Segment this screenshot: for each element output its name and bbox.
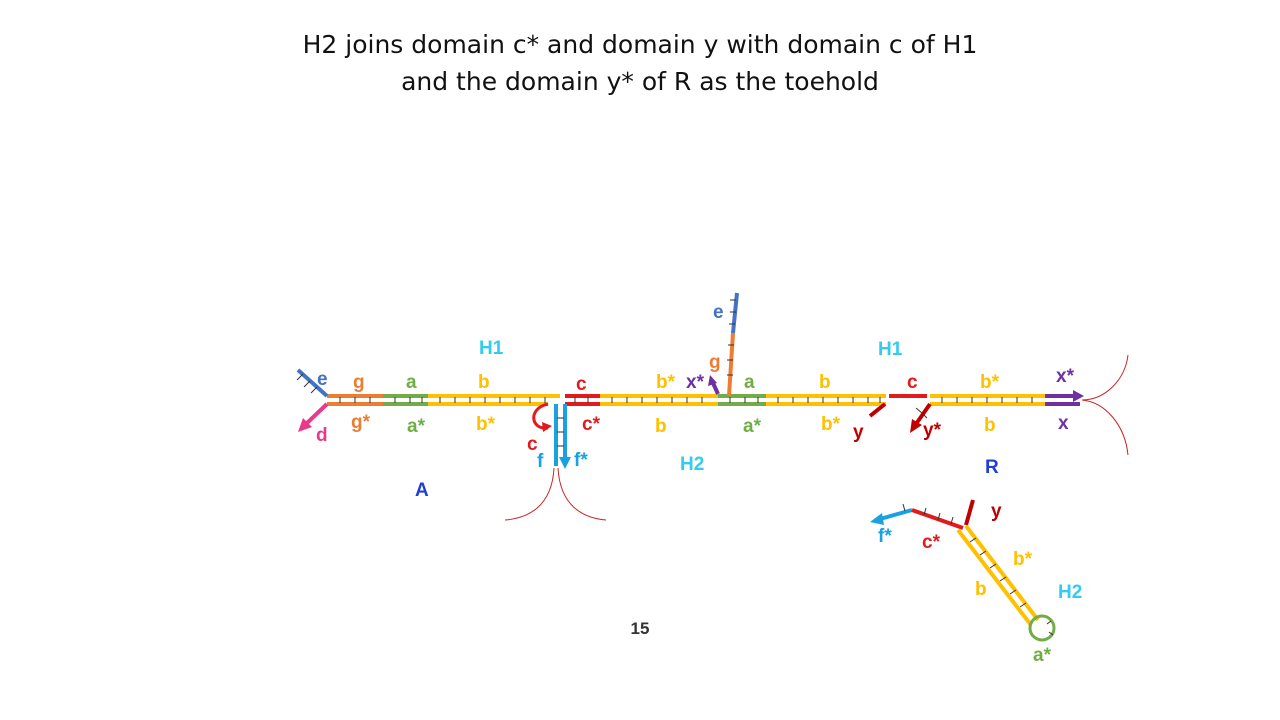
label-top-a-right: a (744, 372, 755, 393)
xs-small-arrowhead (708, 375, 717, 386)
domain-xs-small (711, 382, 720, 395)
domain-g-vertical (727, 332, 735, 397)
base-pair-ticks (339, 397, 1033, 403)
label-complex-a: A (415, 480, 429, 501)
label-h2r-b: b (975, 579, 987, 600)
main-top-strand (327, 390, 1084, 402)
label-bot-cs-left: c* (582, 414, 601, 435)
label-top-xs-right: x* (1056, 366, 1075, 387)
label-bot-fs: f* (574, 450, 588, 471)
label-h2-mid: H2 (680, 454, 704, 475)
h2-fs-arrowhead (870, 513, 884, 525)
label-bot-d: d (316, 425, 328, 446)
domain-d-arm (304, 402, 329, 426)
h2-domain-cs (911, 508, 964, 530)
label-top-a-left: a (406, 372, 417, 393)
label-h2r-fs: f* (878, 526, 892, 547)
label-top-bs-right: b* (980, 372, 1000, 393)
strand-curve-right (557, 467, 607, 521)
label-top-c-right: c (907, 372, 918, 393)
fs-arrowhead (559, 457, 571, 469)
ys-arrowhead (910, 419, 922, 433)
h2-domain-y (964, 499, 975, 526)
label-bot-b-right: b (984, 415, 996, 436)
label-top-bs-left: b* (656, 372, 676, 393)
label-bot-y: y (853, 422, 864, 443)
h2-domain-fs (879, 508, 913, 521)
label-h1-right: H1 (878, 339, 903, 360)
label-bot-gs: g* (351, 412, 371, 433)
label-bot-x: x (1058, 413, 1069, 434)
label-h2-right: H2 (1058, 582, 1082, 603)
domain-y-arm (868, 402, 887, 418)
label-top-c-left: c (576, 374, 587, 395)
label-bot-c-loop: c (527, 434, 538, 455)
h2-domain-b (956, 528, 1033, 627)
strand-curve-bottom-right (1081, 399, 1129, 456)
slide-title-line-2: and the domain y* of R as the toehold (401, 67, 879, 96)
label-top-g-left: g (353, 372, 365, 393)
xs-arrowhead (1073, 390, 1084, 402)
label-complex-r: R (985, 457, 999, 478)
label-h2r-y: y (991, 501, 1002, 522)
strand-curve-top-right (1081, 354, 1129, 401)
label-top-xs-left: x* (686, 372, 705, 393)
label-vert-e: e (713, 302, 724, 323)
c-loop-arrowhead (542, 422, 552, 432)
domain-e-vertical (731, 292, 739, 334)
label-top-e-left: e (317, 369, 328, 390)
strand-curve-left (504, 467, 555, 521)
label-bot-bs-left: b* (476, 414, 496, 435)
label-h2r-as: a* (1033, 645, 1052, 666)
label-vert-g: g (709, 352, 721, 373)
label-bot-b-mid: b (655, 416, 667, 437)
page-number: 15 (630, 619, 650, 638)
label-bot-as-right: a* (743, 416, 762, 437)
h2-domain-bs (964, 524, 1040, 622)
label-bot-f: f (537, 451, 544, 472)
label-h1-left: H1 (479, 338, 504, 359)
label-top-b-right: b (819, 372, 831, 393)
label-bot-ys: y* (923, 420, 942, 441)
d-arrowhead (298, 418, 312, 432)
label-top-b-left: b (478, 372, 490, 393)
h2-loop-as (1028, 614, 1056, 642)
label-bot-bs-right: b* (821, 414, 841, 435)
label-h2r-cs: c* (922, 532, 941, 553)
label-h2r-bs: b* (1013, 549, 1033, 570)
label-bot-as-left: a* (407, 416, 426, 437)
slide-title-line-1: H2 joins domain c* and domain y with dom… (302, 30, 978, 59)
